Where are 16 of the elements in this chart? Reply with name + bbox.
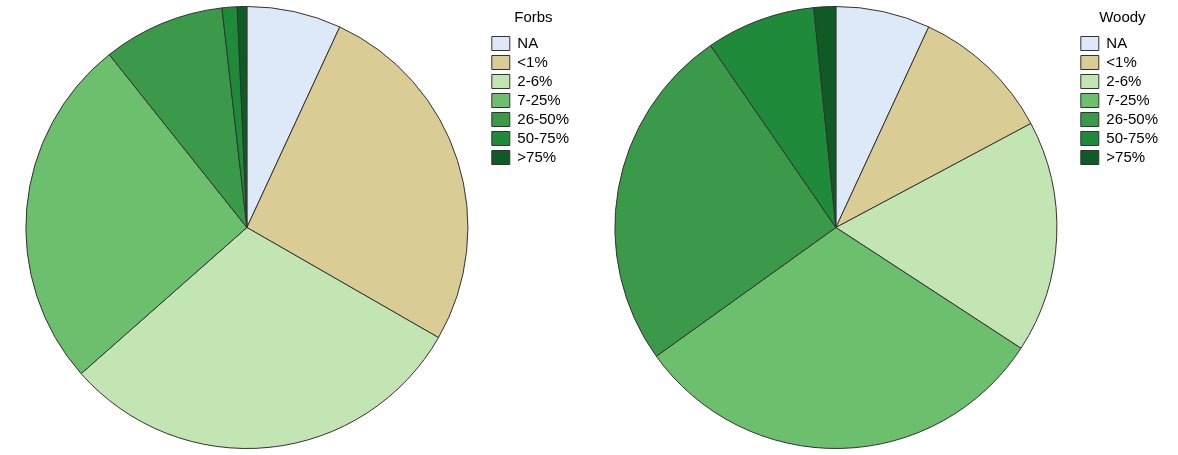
legend-label: 50-75% <box>517 128 569 146</box>
legend-label: 50-75% <box>1106 128 1158 146</box>
legend-title: Woody <box>1099 7 1147 25</box>
legend-label: NA <box>1106 33 1128 51</box>
legend-label: 7-25% <box>1106 90 1150 108</box>
legend-title: Forbs <box>514 7 553 25</box>
legend-label: >75% <box>517 147 557 165</box>
legend-label: >75% <box>1106 147 1146 165</box>
legend-label: 7-25% <box>517 90 561 108</box>
legend-label: <1% <box>517 52 548 70</box>
legend-label: 26-50% <box>517 109 569 127</box>
legend-label: NA <box>517 33 539 51</box>
legend-label: <1% <box>1106 52 1137 70</box>
legend-label: 26-50% <box>1106 109 1158 127</box>
legend-label: 2-6% <box>1106 71 1142 89</box>
legend-label: 2-6% <box>517 71 553 89</box>
